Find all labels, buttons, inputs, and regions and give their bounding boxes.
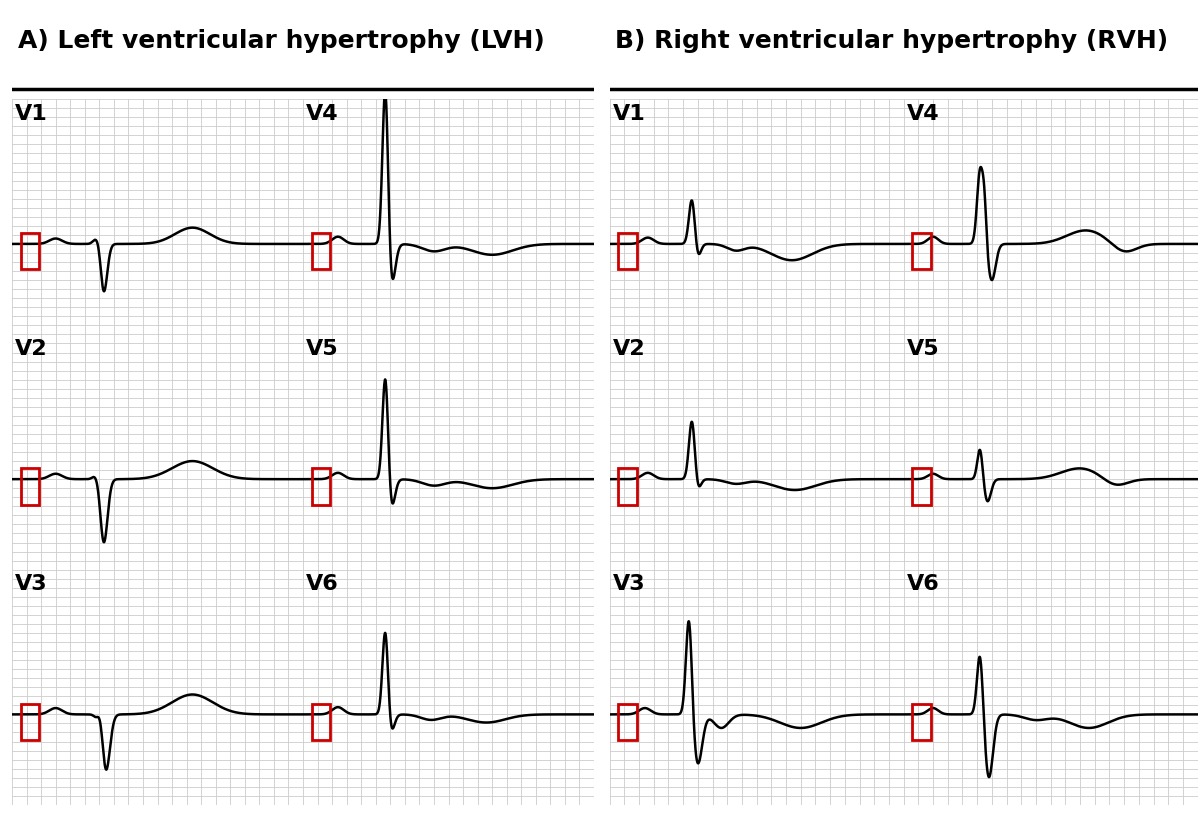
Bar bbox=[912, 468, 931, 505]
Bar bbox=[312, 468, 330, 505]
Text: V3: V3 bbox=[612, 574, 646, 594]
Text: V6: V6 bbox=[906, 574, 940, 594]
Text: V1: V1 bbox=[612, 104, 646, 124]
Text: V6: V6 bbox=[306, 574, 338, 594]
Bar bbox=[912, 703, 931, 740]
Text: V5: V5 bbox=[306, 339, 338, 359]
Text: V5: V5 bbox=[906, 339, 940, 359]
Text: V4: V4 bbox=[906, 104, 940, 124]
Bar bbox=[312, 233, 330, 269]
Bar bbox=[618, 233, 637, 269]
Text: V2: V2 bbox=[14, 339, 48, 359]
Text: B) Right ventricular hypertrophy (RVH): B) Right ventricular hypertrophy (RVH) bbox=[616, 28, 1169, 53]
Text: V3: V3 bbox=[14, 574, 48, 594]
Text: V2: V2 bbox=[612, 339, 646, 359]
Bar bbox=[618, 703, 637, 740]
Bar bbox=[312, 703, 330, 740]
Bar bbox=[20, 468, 38, 505]
Text: V4: V4 bbox=[306, 104, 338, 124]
Bar bbox=[20, 233, 38, 269]
Text: A) Left ventricular hypertrophy (LVH): A) Left ventricular hypertrophy (LVH) bbox=[18, 28, 545, 53]
Bar bbox=[20, 703, 38, 740]
Text: V1: V1 bbox=[14, 104, 48, 124]
Bar bbox=[618, 468, 637, 505]
Bar bbox=[912, 233, 931, 269]
